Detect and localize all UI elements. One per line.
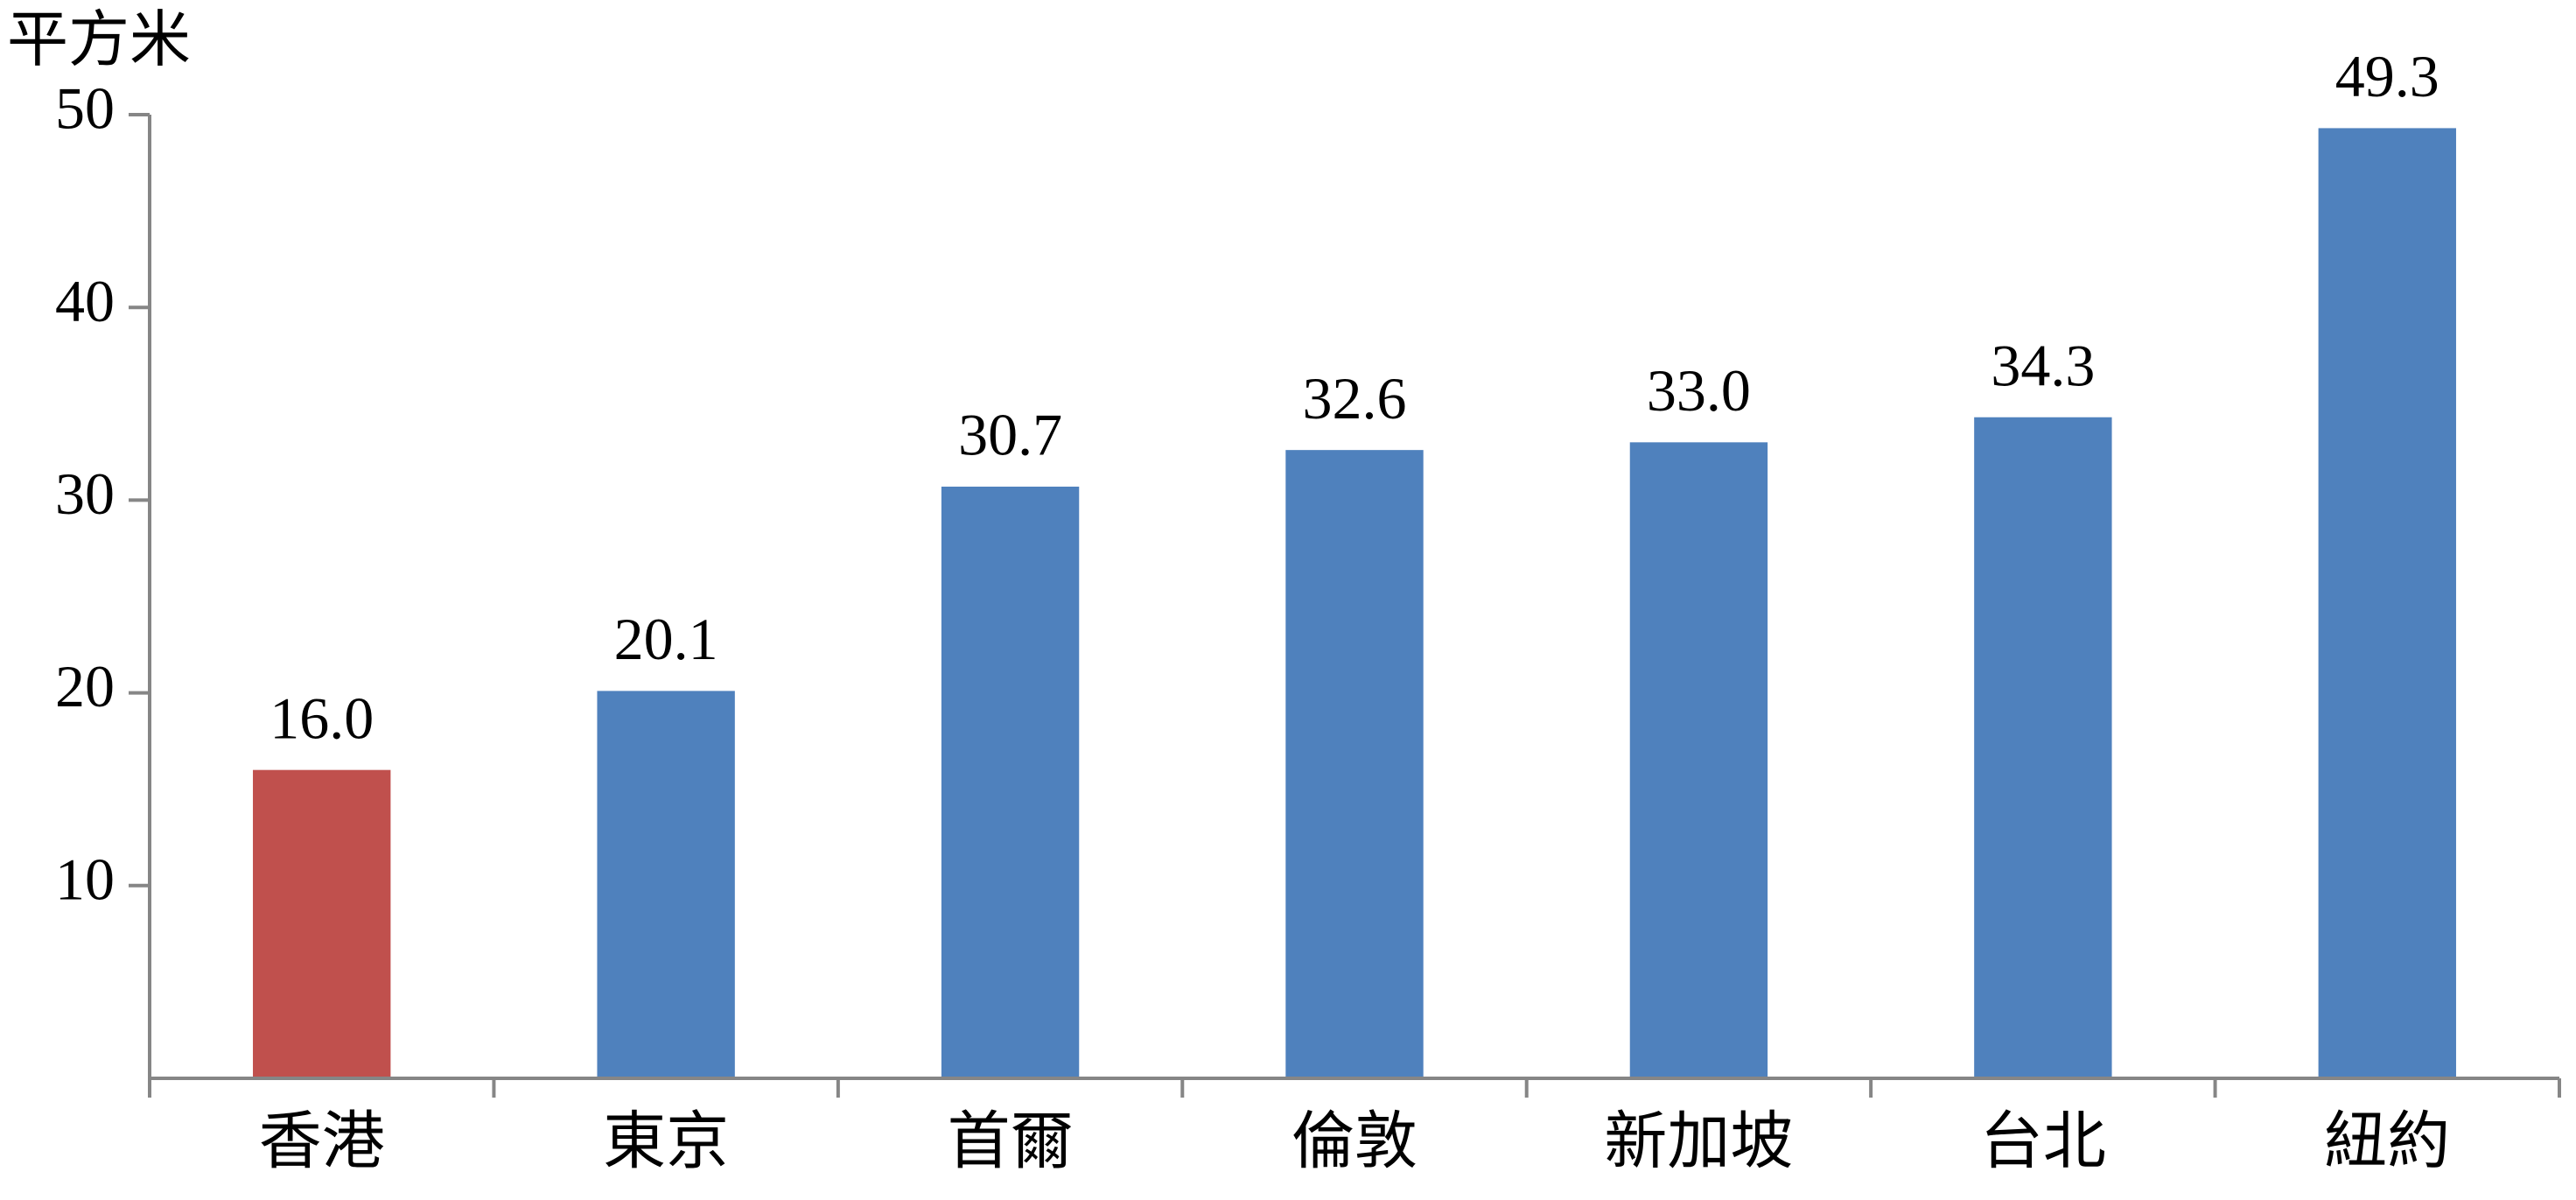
x-tick-label: 紐約	[2324, 1107, 2450, 1177]
bar	[1285, 450, 1424, 1078]
y-tick-label: 40	[55, 268, 115, 334]
y-tick-label: 20	[55, 653, 115, 719]
value-label: 33.0	[1647, 357, 1751, 424]
x-tick-label: 倫敦	[1292, 1107, 1418, 1177]
bar	[253, 769, 391, 1078]
x-tick-label: 香港	[259, 1107, 385, 1177]
value-label: 32.6	[1303, 365, 1407, 432]
bar	[1974, 417, 2112, 1078]
y-tick-label: 10	[55, 846, 115, 912]
value-label: 16.0	[270, 684, 374, 751]
y-axis-label: 平方米	[7, 7, 191, 74]
value-label: 20.1	[614, 606, 718, 672]
x-tick-label: 首爾	[948, 1107, 1074, 1177]
bar	[1629, 442, 1768, 1079]
x-tick-label: 東京	[603, 1107, 729, 1177]
bar	[2318, 128, 2456, 1078]
bar	[941, 486, 1080, 1078]
x-tick-label: 台北	[1980, 1107, 2106, 1177]
x-tick-label: 新加坡	[1604, 1107, 1793, 1177]
y-tick-label: 50	[55, 75, 115, 142]
y-tick-label: 30	[55, 460, 115, 527]
value-label: 34.3	[1991, 332, 2095, 398]
value-label: 49.3	[2335, 43, 2440, 109]
value-label: 30.7	[958, 402, 1062, 468]
bar	[597, 691, 735, 1078]
